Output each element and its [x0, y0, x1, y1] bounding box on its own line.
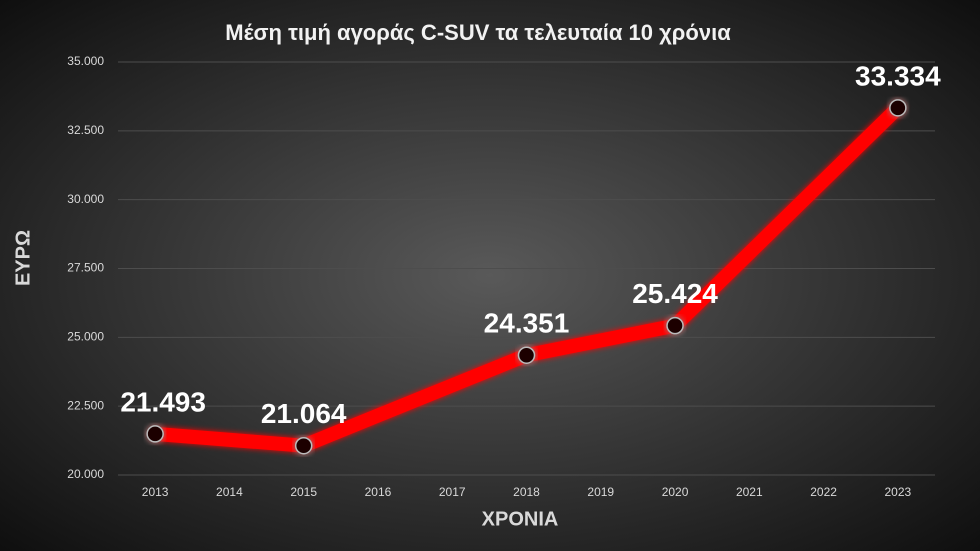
data-label: 33.334 [855, 60, 941, 91]
x-tick-label: 2016 [365, 485, 392, 499]
y-tick-label: 27.500 [67, 261, 104, 275]
chart-title: Μέση τιμή αγοράς C-SUV τα τελευταία 10 χ… [225, 20, 731, 45]
data-point [294, 436, 313, 455]
x-tick-label: 2015 [290, 485, 317, 499]
y-axis-label: ΕΥΡΩ [12, 230, 34, 286]
x-tick-label: 2014 [216, 485, 243, 499]
x-tick-label: 2020 [662, 485, 689, 499]
x-tick-label: 2013 [142, 485, 169, 499]
data-label: 21.064 [261, 398, 347, 429]
y-tick-label: 35.000 [67, 54, 104, 68]
data-point [666, 316, 684, 335]
data-label: 21.493 [120, 386, 206, 417]
y-tick-label: 30.000 [67, 192, 104, 206]
data-point [517, 346, 536, 364]
y-tick-label: 20.000 [67, 467, 104, 481]
x-axis-label: ΧΡΟΝΙΑ [482, 508, 559, 530]
x-tick-label: 2019 [587, 485, 614, 499]
x-tick-label: 2017 [439, 485, 466, 499]
x-tick-label: 2018 [513, 485, 540, 499]
y-tick-label: 25.000 [67, 330, 104, 344]
y-tick-label: 22.500 [67, 398, 104, 412]
x-tick-label: 2022 [810, 485, 837, 499]
y-tick-label: 32.500 [67, 123, 104, 137]
data-point [146, 425, 164, 443]
x-tick-label: 2021 [736, 485, 763, 499]
data-label: 25.424 [632, 278, 718, 309]
x-tick-label: 2023 [885, 485, 912, 499]
data-label: 24.351 [484, 308, 570, 339]
data-point [889, 99, 907, 117]
